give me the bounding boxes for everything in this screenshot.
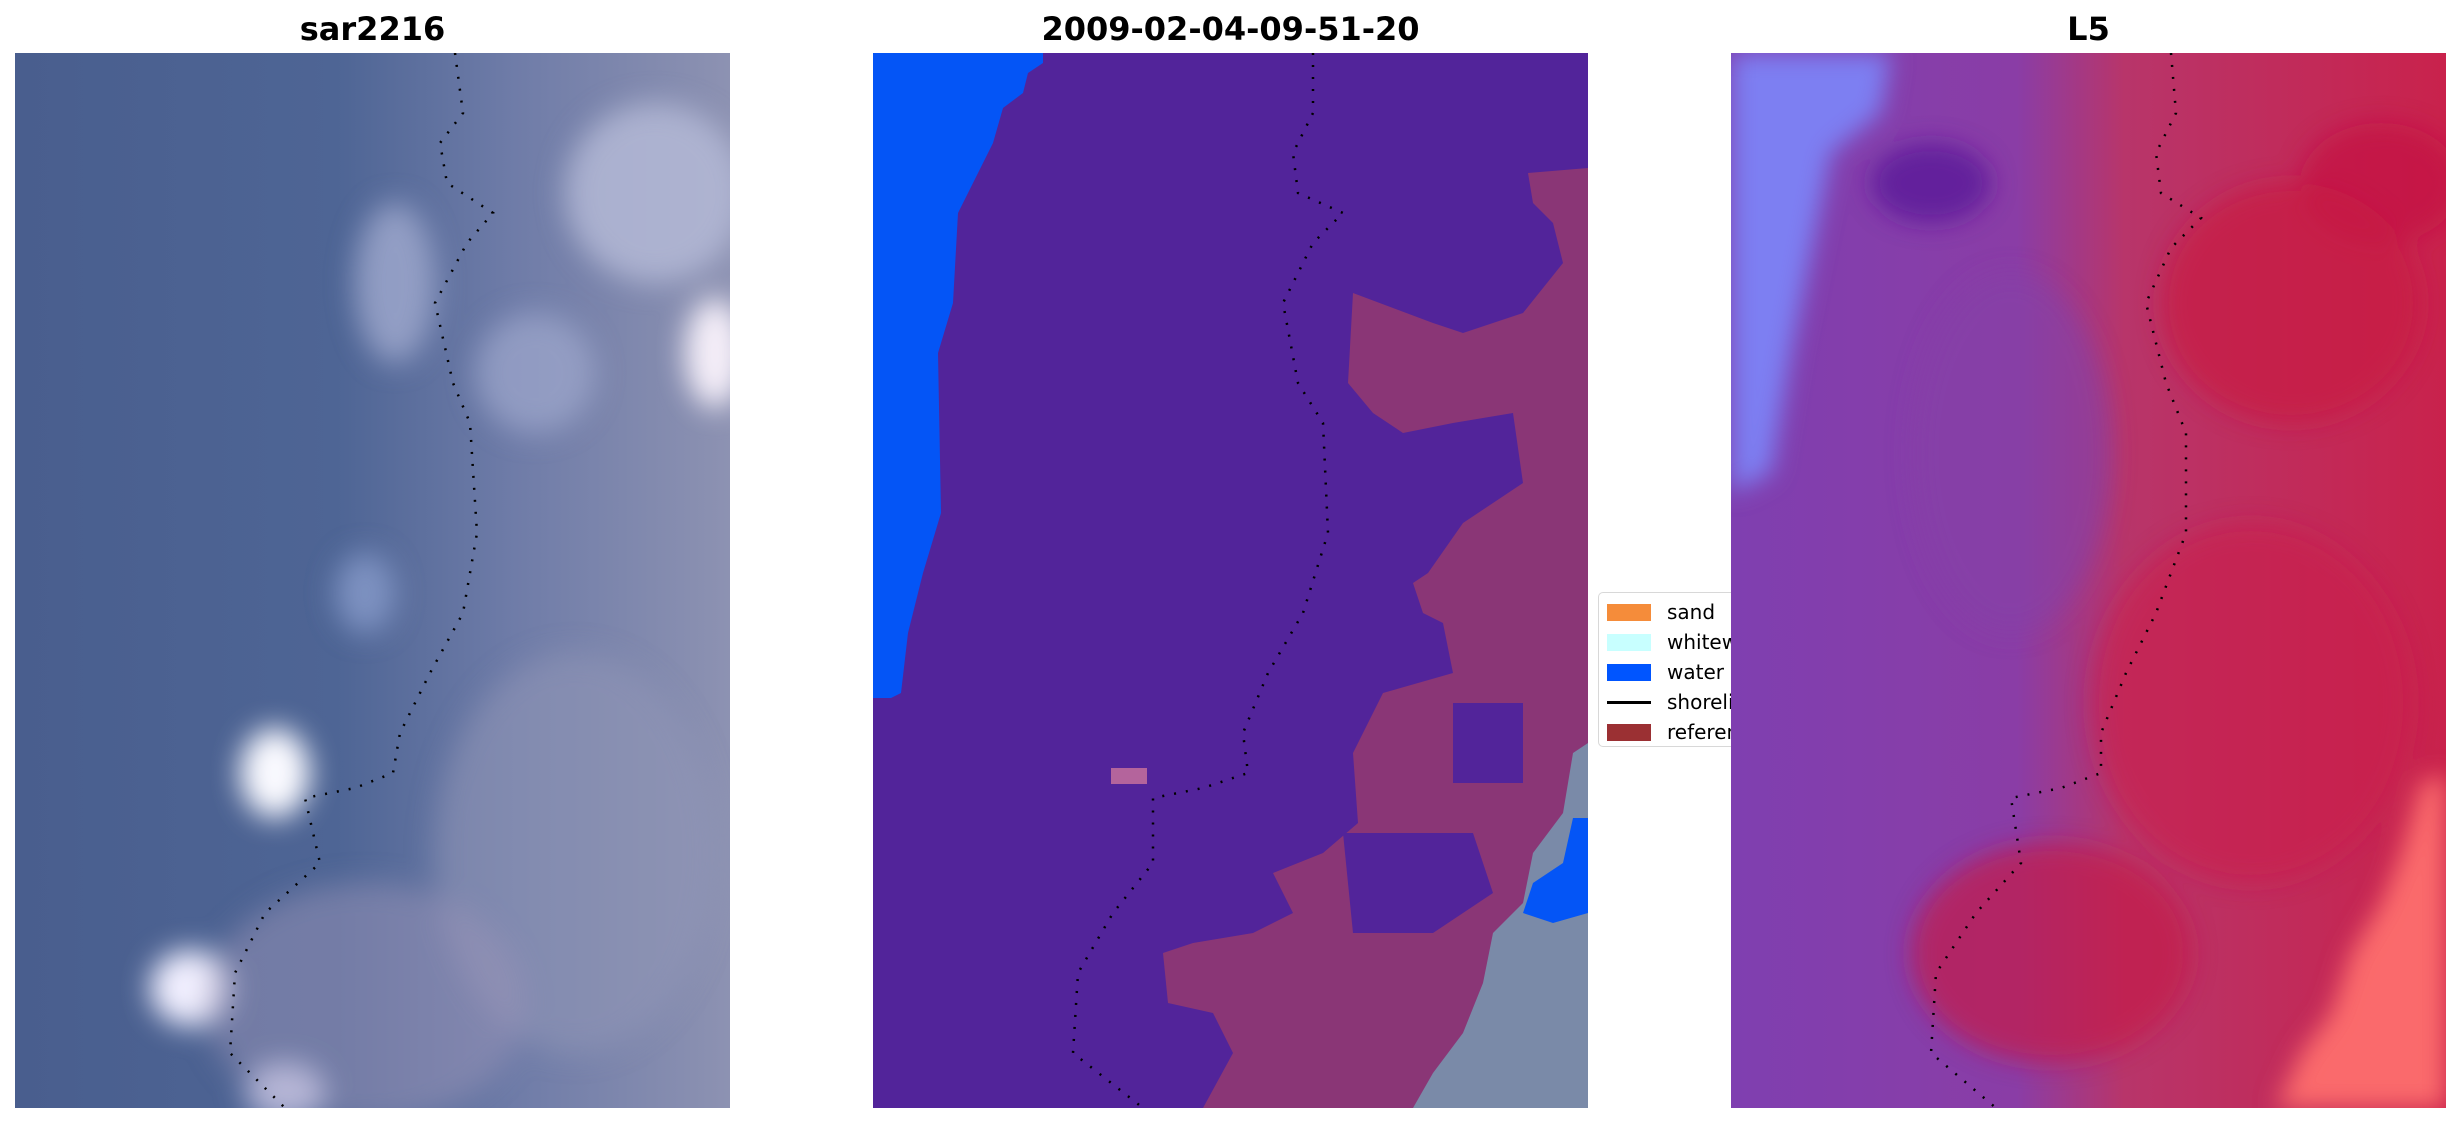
legend-label: water — [1667, 660, 1724, 684]
rgb-image-panel — [15, 53, 730, 1108]
shoreline-swatch — [1607, 700, 1651, 704]
legend-item-water: water — [1607, 657, 1731, 687]
classified-image — [873, 53, 1588, 1108]
legend-label: reference — [1667, 720, 1731, 744]
whitewater-swatch — [1607, 633, 1651, 651]
legend-item-reference: reference — [1607, 717, 1731, 746]
legend-label: sand — [1667, 600, 1716, 624]
legend-label: shoreline — [1667, 690, 1731, 714]
panel-title-classified: 2009-02-04-09-51-20 — [1041, 10, 1420, 48]
water-region — [873, 53, 1043, 698]
index-image — [1731, 53, 2446, 1108]
index-image-panel — [1731, 53, 2446, 1108]
grey-region — [1413, 743, 1588, 1108]
legend-item-sand: sand — [1607, 597, 1731, 627]
shoreline-line — [228, 53, 495, 1108]
water-swatch — [1607, 663, 1651, 681]
reference-swatch — [1607, 723, 1651, 741]
panel-title-rgb: sar2216 — [299, 10, 446, 48]
panel-title-index: L5 — [2067, 10, 2110, 48]
sand-swatch — [1607, 603, 1651, 621]
classified-image-panel — [873, 53, 1588, 1108]
rgb-image — [15, 53, 730, 1108]
legend-item-shoreline: shoreline — [1607, 687, 1731, 717]
